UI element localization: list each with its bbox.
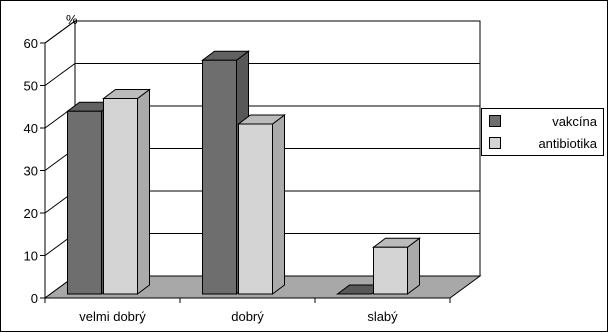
y-tick-label: 40 xyxy=(24,121,38,136)
y-tick-label: 30 xyxy=(24,164,38,179)
gridline xyxy=(44,63,480,86)
bar-side xyxy=(407,237,420,295)
legend-label-antibiotika: antibiotika xyxy=(538,136,597,151)
x-tick-label: slabý xyxy=(367,309,398,324)
bar-antibiotika-2 xyxy=(237,114,286,295)
x-tick-label: dobrý xyxy=(231,309,264,324)
y-tick-label: 10 xyxy=(24,249,38,264)
plot-area: 0 10 20 30 40 50 60 velmi dobrý dobrý slabý xyxy=(24,20,482,324)
y-tick-label: 20 xyxy=(24,206,38,221)
legend-swatch-antibiotika xyxy=(489,137,501,149)
y-tick-label: 50 xyxy=(24,79,38,94)
y-tick-label: 0 xyxy=(31,291,38,306)
bar-front xyxy=(202,59,237,295)
bar-antibiotika-1 xyxy=(102,88,151,295)
legend-box xyxy=(481,108,604,156)
bar-side xyxy=(137,88,150,295)
bar-front xyxy=(103,98,138,295)
gridline xyxy=(44,20,480,44)
bar-front xyxy=(373,246,408,295)
legend: vakcína antibiotika xyxy=(481,108,604,156)
legend-swatch-vakcina xyxy=(489,115,501,127)
y-tick-label: 60 xyxy=(24,36,38,51)
bar-front xyxy=(67,110,102,295)
x-tick-label: velmi dobrý xyxy=(79,309,146,324)
bar-side xyxy=(272,114,285,295)
bar-antibiotika-3 xyxy=(372,237,421,295)
bar-front xyxy=(238,123,273,295)
legend-label-vakcina: vakcína xyxy=(552,114,598,129)
y-axis-label: % xyxy=(66,12,78,27)
